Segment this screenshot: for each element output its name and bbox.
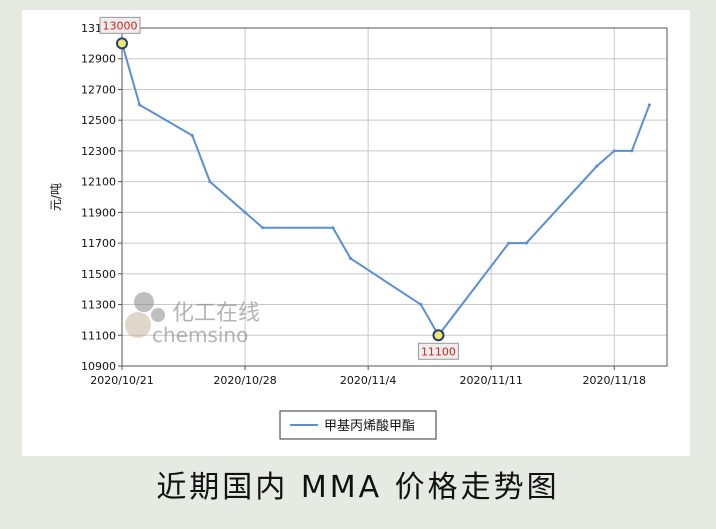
legend-item-label: 甲基丙烯酸甲酯 — [324, 419, 415, 434]
series-line — [121, 43, 651, 338]
watermark-en: chemsino — [152, 323, 248, 347]
data-point — [507, 241, 511, 245]
y-tick-label: 11700 — [81, 237, 116, 250]
highlight-point-marker — [116, 37, 128, 50]
data-point — [190, 134, 194, 138]
data-point — [419, 303, 423, 307]
y-axis-label: 元/吨 — [49, 183, 63, 211]
legend: 甲基丙烯酸甲酯 — [279, 410, 437, 440]
plot-border — [121, 27, 668, 367]
series-points — [120, 41, 651, 337]
watermark-cn: 化工在线 — [172, 301, 260, 326]
watermark-logo-icon — [134, 292, 154, 312]
data-label-box — [417, 342, 459, 360]
data-point — [595, 164, 599, 168]
y-tick-label: 12100 — [81, 176, 116, 189]
watermark-logo-icon — [151, 308, 165, 322]
x-axis-ticks: 2020/10/21 2020/10/28 2020/11/4 2020/11/11 2… — [90, 366, 646, 387]
y-tick-label: 11300 — [81, 299, 116, 312]
x-tick-label: 2020/11/4 — [340, 374, 396, 387]
highlight-point-marker — [432, 329, 445, 342]
y-tick-label: 11500 — [81, 268, 116, 281]
data-point — [612, 149, 616, 153]
y-axis-ticks: 10900 11100 11300 11500 11700 11900 12100 12300… — [81, 22, 122, 373]
data-point — [261, 226, 265, 230]
x-tick-label: 2020/10/21 — [90, 374, 153, 387]
data-point — [243, 210, 247, 214]
y-tick-label: 11100 — [81, 329, 116, 342]
x-tick-label: 2020/11/18 — [583, 374, 646, 387]
chart-panel: 化工在线 chemsino 10900 11100 11300 11500 11700 1… — [22, 10, 690, 456]
data-point — [630, 149, 634, 153]
annotations: 13000 11100 — [99, 16, 459, 360]
data-point — [524, 241, 528, 245]
watermark-logo-icon — [125, 312, 151, 338]
y-tick-label: 12900 — [81, 53, 116, 66]
data-point — [647, 103, 651, 107]
x-tick-label: 2020/11/11 — [459, 374, 522, 387]
data-point — [349, 256, 353, 260]
x-tick-label: 2020/10/28 — [213, 374, 276, 387]
data-point — [331, 226, 335, 230]
price-line-chart: 化工在线 chemsino 10900111001130011500117001… — [49, 16, 668, 440]
y-tick-label: 11900 — [81, 206, 116, 219]
data-point — [138, 103, 142, 107]
y-tick-label: 10900 — [81, 360, 116, 373]
watermark: 化工在线 chemsino — [125, 292, 260, 347]
y-tick-label: 12700 — [81, 83, 116, 96]
data-label-box — [99, 16, 141, 34]
data-label: 11100 — [421, 345, 456, 358]
chart-caption: 近期国内 MMA 价格走势图 — [156, 470, 560, 505]
data-point — [208, 180, 212, 184]
y-tick-label: 12500 — [81, 114, 116, 127]
y-tick-label: 12300 — [81, 145, 116, 158]
data-label: 13000 — [103, 19, 138, 32]
